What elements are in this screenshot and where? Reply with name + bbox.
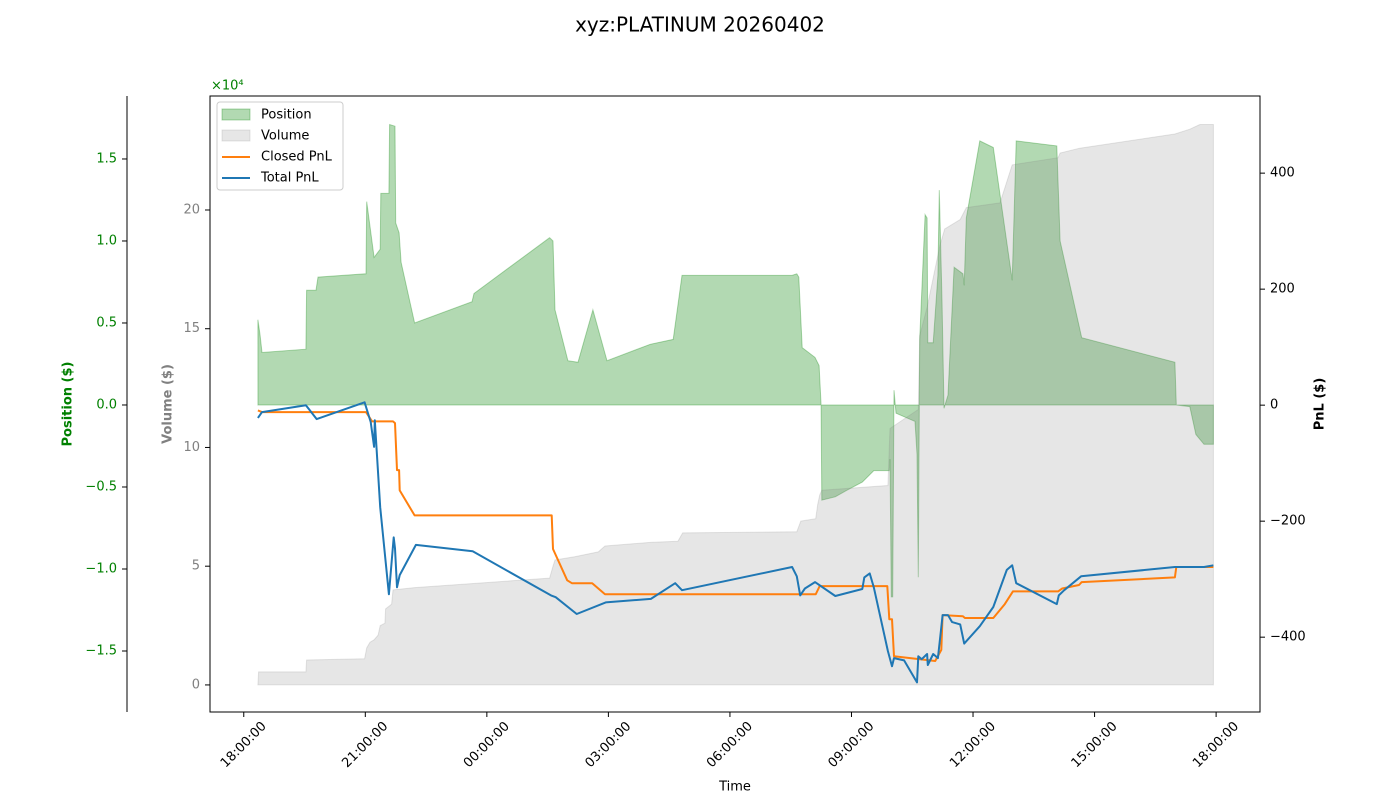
y-tick-label: 0 — [192, 677, 200, 692]
y-axis-label: Volume ($) — [161, 364, 176, 444]
legend-label: Closed PnL — [261, 150, 333, 165]
y-tick-label: 0.5 — [96, 315, 117, 330]
y-tick-label: 200 — [1270, 282, 1295, 297]
legend-swatch — [221, 108, 251, 121]
y-tick-label: 1.0 — [96, 233, 117, 248]
y-tick-label: 1.5 — [96, 151, 117, 166]
y-tick-label: −0.5 — [85, 479, 117, 494]
x-tick-label: 03:00:00 — [582, 719, 634, 771]
offset-label: ×10⁴ — [211, 79, 244, 94]
y-tick-label: −1.5 — [85, 643, 117, 658]
x-tick-label: 00:00:00 — [461, 719, 513, 771]
y-tick-label: −1.0 — [85, 561, 117, 576]
y-tick-label: 10 — [183, 440, 200, 455]
chart-title: xyz:PLATINUM 20260402 — [575, 13, 825, 37]
legend-swatch — [221, 129, 251, 142]
legend: Position Volume Closed PnL Total PnL — [216, 101, 344, 191]
plot-frame — [209, 95, 1261, 713]
y-tick-label: 20 — [183, 202, 200, 217]
x-tick-label: 06:00:00 — [704, 719, 756, 771]
y-tick-label: 400 — [1270, 166, 1295, 181]
legend-label: Volume — [261, 129, 309, 144]
y-axis-label: PnL ($) — [1313, 378, 1328, 431]
area — [257, 124, 1214, 686]
legend-box — [216, 101, 344, 191]
x-tick-label: 15:00:00 — [1069, 719, 1121, 771]
line — [257, 401, 1214, 684]
y-tick-label: 15 — [183, 321, 200, 336]
x-tick-label: 21:00:00 — [339, 719, 391, 771]
y-tick-label: −200 — [1270, 514, 1306, 529]
x-tick-label: 18:00:00 — [1190, 719, 1242, 771]
x-axis-label: Time — [718, 780, 751, 795]
y-tick-label: −400 — [1270, 630, 1306, 645]
y-tick-label: 5 — [192, 559, 200, 574]
legend-label: Position — [261, 108, 312, 123]
y-tick-label: 0.0 — [96, 397, 117, 412]
x-tick-label: 18:00:00 — [218, 719, 270, 771]
x-tick-label: 09:00:00 — [826, 719, 878, 771]
area — [257, 123, 1214, 598]
line — [257, 409, 1214, 662]
legend-label: Total PnL — [260, 171, 319, 186]
y-tick-label: 0 — [1270, 398, 1278, 413]
y-axis-label: Position ($) — [61, 362, 76, 447]
x-tick-label: 12:00:00 — [947, 719, 999, 771]
